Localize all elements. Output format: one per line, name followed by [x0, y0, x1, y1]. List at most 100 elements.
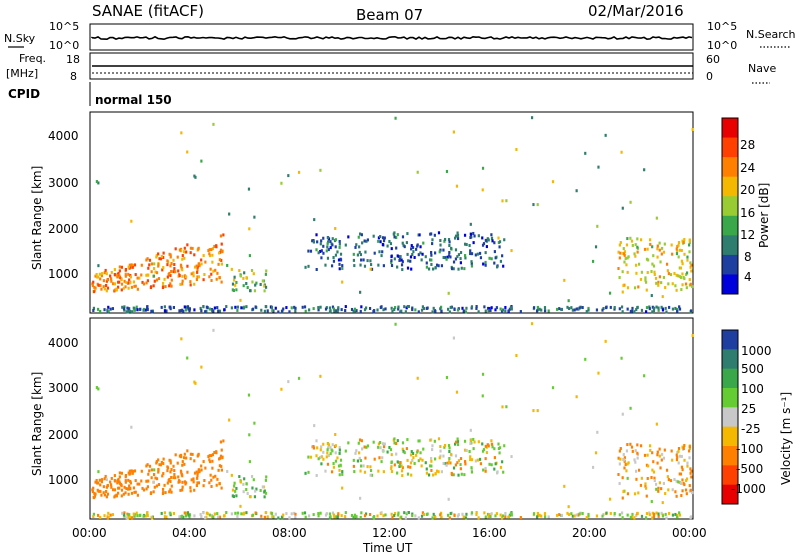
power-cell-861 [613, 307, 616, 311]
power-cell-240 [99, 277, 102, 281]
velocity-cell-512 [463, 473, 466, 477]
power-cell-229 [166, 263, 169, 267]
velocity-cell-29 [185, 456, 188, 460]
velocity-cell-654 [688, 446, 691, 450]
velocity-cell-658 [680, 465, 684, 469]
power-cell-157 [124, 268, 128, 272]
power-cell-775 [202, 305, 205, 309]
velocity-cell-21 [211, 459, 214, 463]
power-cell-1049 [563, 278, 566, 282]
velocity-cell-117 [183, 452, 186, 456]
power-cell-192 [166, 259, 169, 263]
power-cell-188 [113, 273, 116, 277]
power-cell-582 [639, 277, 643, 281]
power-cell-657 [619, 251, 622, 255]
power-cell-884 [635, 308, 638, 312]
power-cell-14 [146, 257, 149, 261]
power-cell-943 [187, 307, 190, 311]
velocity-cell-747 [571, 514, 574, 518]
velocity-cell-340 [390, 466, 393, 470]
power-cell-9 [220, 258, 223, 262]
power-cell-1010 [253, 215, 256, 219]
power-cell-814 [251, 307, 255, 311]
power-cell-125 [170, 284, 173, 288]
velocity-cell-203 [217, 468, 220, 472]
velocity-cell-634 [654, 482, 658, 486]
velocity-cell-562 [666, 475, 669, 479]
power-cell-284 [234, 283, 237, 287]
power-cell-428 [360, 233, 363, 237]
velocity-cell-88 [94, 480, 97, 484]
power-colorbar-swatch-3 [722, 176, 738, 197]
velocity-cell-931 [393, 514, 396, 518]
power-cell-777 [434, 309, 437, 313]
power-cell-949 [317, 306, 320, 310]
power-cell-974 [645, 306, 649, 310]
power-cell-464 [357, 235, 360, 239]
power-cell-228 [166, 275, 169, 279]
power-cell-13 [183, 274, 187, 278]
freq-tick-top: 18 [66, 53, 80, 66]
power-cell-579 [622, 247, 625, 251]
power-cell-401 [468, 243, 471, 247]
velocity-cell-656 [634, 449, 637, 453]
power-cell-119 [149, 286, 153, 290]
velocity-cell-121 [168, 490, 171, 494]
velocity-cell-271 [261, 485, 264, 489]
power-cell-659 [675, 252, 679, 256]
velocity-cell-900 [678, 513, 682, 517]
velocity-cell-77 [129, 487, 132, 491]
velocity-cell-381 [488, 462, 491, 466]
power-cell-235 [215, 277, 218, 281]
velocity-cell-531 [315, 473, 318, 477]
power-cell-313 [432, 267, 435, 271]
velocity-cell-357 [322, 457, 325, 461]
velocity-cell-61 [160, 460, 163, 464]
velocity-cell-927 [212, 515, 215, 519]
power-cb-tick-4: 4 [744, 270, 752, 284]
power-cell-444 [319, 249, 322, 253]
velocity-cell-229 [166, 469, 169, 473]
velocity-cell-399 [478, 457, 482, 461]
velocity-cell-824 [668, 511, 671, 515]
velocity-cell-896 [142, 514, 145, 518]
velocity-cell-82 [196, 474, 199, 478]
power-cell-168 [196, 270, 199, 274]
power-cell-222 [101, 272, 104, 276]
power-cell-103 [155, 271, 159, 275]
velocity-cell-375 [338, 445, 341, 449]
velocity-cell-819 [163, 511, 166, 515]
power-cell-990 [509, 306, 513, 310]
power-cell-585 [617, 250, 620, 254]
power-cell-341 [463, 242, 467, 246]
power-cell-972 [216, 306, 219, 310]
velocity-cell-62 [120, 471, 123, 475]
velocity-cell-477 [499, 465, 503, 469]
power-cell-292 [454, 257, 458, 261]
velocity-cell-414 [370, 473, 374, 477]
power-cell-109 [200, 258, 203, 262]
velocity-cell-346 [378, 456, 381, 460]
velocity-cell-164 [202, 484, 205, 488]
velocity-cell-996 [551, 386, 555, 390]
power-cell-999 [297, 170, 301, 174]
power-cell-65 [192, 274, 195, 278]
nsearch-tick-top: 10^5 [707, 20, 737, 33]
velocity-cell-474 [472, 447, 475, 451]
power-cell-247 [176, 255, 179, 259]
power-cell-687 [655, 281, 658, 285]
velocity-cell-508 [399, 461, 402, 465]
vel-cb-tick-neg100: -100 [736, 442, 763, 456]
power-cell-516 [360, 258, 363, 262]
velocity-colorbar-label: Velocity [m s⁻¹] [779, 392, 793, 485]
power-cell-908 [188, 309, 191, 313]
power-cell-289 [233, 275, 236, 279]
velocity-cell-365 [417, 459, 420, 463]
velocity-cell-723 [475, 511, 478, 515]
velocity-cell-97 [93, 491, 96, 495]
velocity-cell-495 [469, 442, 472, 446]
velocity-cell-695 [602, 512, 605, 516]
velocity-cell-679 [657, 489, 660, 493]
velocity-cell-326 [501, 460, 504, 464]
velocity-cell-112 [127, 492, 130, 496]
